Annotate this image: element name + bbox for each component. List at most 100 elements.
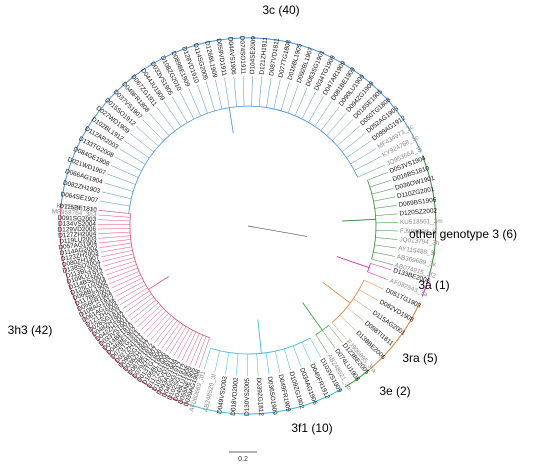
tip-branch	[273, 79, 281, 109]
clade-arc-3c	[60, 37, 422, 210]
tip-label: D127ZH2004	[58, 230, 97, 239]
tree-branches	[98, 76, 398, 376]
tip-branch	[110, 165, 139, 178]
tip-branch	[346, 140, 372, 158]
tip-label: D119LU2003	[59, 235, 97, 245]
tip-branch	[322, 330, 336, 349]
root-branch	[247, 225, 308, 237]
tip-branch	[146, 313, 169, 338]
reference-label: MF959764_3h3	[51, 208, 97, 218]
tip-branch	[375, 222, 398, 224]
tip-branch	[98, 239, 131, 244]
tip-branch	[98, 228, 131, 230]
tip-branch	[115, 281, 144, 297]
tip-branch	[363, 279, 385, 290]
reference-label: KU513561_3m	[400, 218, 443, 226]
tip-branch	[233, 76, 237, 107]
clade-stem-3e	[302, 302, 323, 331]
tip-branch	[188, 88, 201, 116]
tip-label: D044VS1906	[226, 37, 237, 76]
tip-label: D121ZH1911	[259, 36, 269, 74]
tip-branch	[346, 307, 365, 322]
clade-label-3c: 3c (40)	[262, 3, 299, 17]
tip-label: D049FR1909	[277, 374, 292, 413]
clade-arc-other	[421, 155, 437, 278]
tip-branch	[374, 244, 397, 249]
tip-branch	[135, 126, 159, 147]
tip-branch	[301, 342, 312, 363]
tip-branch	[163, 101, 182, 127]
tip-branch	[129, 133, 154, 153]
tip-branch	[197, 84, 208, 114]
tip-branch	[358, 289, 379, 301]
tip-branch	[185, 333, 200, 363]
tip-branch	[156, 106, 176, 132]
clade-arcs	[59, 37, 437, 415]
tip-branch	[314, 101, 332, 127]
clade-label-3a: 3a (1)	[418, 278, 449, 292]
tip-branch	[149, 112, 170, 136]
tip-label: D129VD2006	[58, 226, 97, 234]
clade-branch-3ra	[331, 279, 365, 323]
clade-arc-3ra	[368, 302, 421, 371]
tip-branch	[256, 353, 259, 376]
tip-branch	[140, 307, 164, 331]
clade-label-3f1: 3f1 (10)	[291, 421, 332, 435]
tip-branch	[287, 84, 299, 114]
tip-branch	[294, 87, 308, 116]
tip-branch	[375, 230, 398, 232]
tip-branch	[251, 76, 253, 107]
tip-branch	[98, 219, 131, 222]
tip-branch	[315, 334, 328, 354]
tip-branch	[320, 106, 340, 131]
tip-label: D091SG2003	[57, 215, 96, 224]
tip-branch	[117, 284, 146, 301]
tip-branch	[274, 351, 281, 373]
tip-branch	[98, 231, 131, 234]
tip-branch	[157, 320, 178, 347]
tip-branch	[171, 96, 188, 123]
tip-branch	[100, 200, 130, 207]
tip-label: D039ZG1812	[255, 377, 265, 416]
clade-stem-3ra	[322, 282, 351, 304]
tip-branch	[122, 290, 150, 309]
tip-branch	[154, 317, 175, 344]
tip-branch	[370, 263, 392, 271]
tip-label: D049VS2003	[216, 375, 229, 414]
tip-branch	[332, 118, 354, 141]
clade-stem-3f1	[257, 319, 262, 354]
tip-branch	[143, 310, 167, 334]
tip-branch	[353, 298, 372, 312]
tip-branch	[109, 271, 140, 284]
tip-branch	[284, 348, 291, 370]
tip-branch	[357, 164, 386, 178]
tip-branch	[100, 246, 132, 253]
reference-label: KY780957_3h	[56, 203, 97, 214]
tip-branch	[120, 287, 148, 305]
tip-branch	[133, 302, 159, 324]
tip-branch	[125, 293, 152, 313]
tip-branch	[161, 322, 181, 349]
tip-label: D115BE1810	[59, 203, 98, 214]
reference-label: JQ013794_3h	[399, 236, 440, 247]
tip-branch	[301, 91, 316, 119]
tip-branch	[136, 305, 161, 328]
tip-branch	[119, 148, 146, 165]
tip-branch	[339, 315, 356, 331]
tip-branch	[169, 326, 187, 354]
tip-branch	[214, 350, 220, 373]
tip-branch	[180, 92, 195, 120]
tip-branch	[128, 296, 154, 317]
tip-branch	[101, 250, 133, 258]
tip-branch	[194, 336, 207, 367]
tip-branch	[375, 213, 398, 216]
tip-label: D130VS2005	[244, 378, 251, 417]
clade-label-3h3: 3h3 (42)	[8, 323, 53, 337]
tip-branch	[326, 112, 347, 136]
tip-branch	[367, 172, 389, 181]
tip-branch	[203, 348, 211, 370]
tip-branch	[198, 337, 210, 368]
tip-label: D104SE2009	[249, 36, 257, 75]
tip-branch	[367, 271, 389, 280]
clade-arc-3a	[421, 277, 430, 297]
